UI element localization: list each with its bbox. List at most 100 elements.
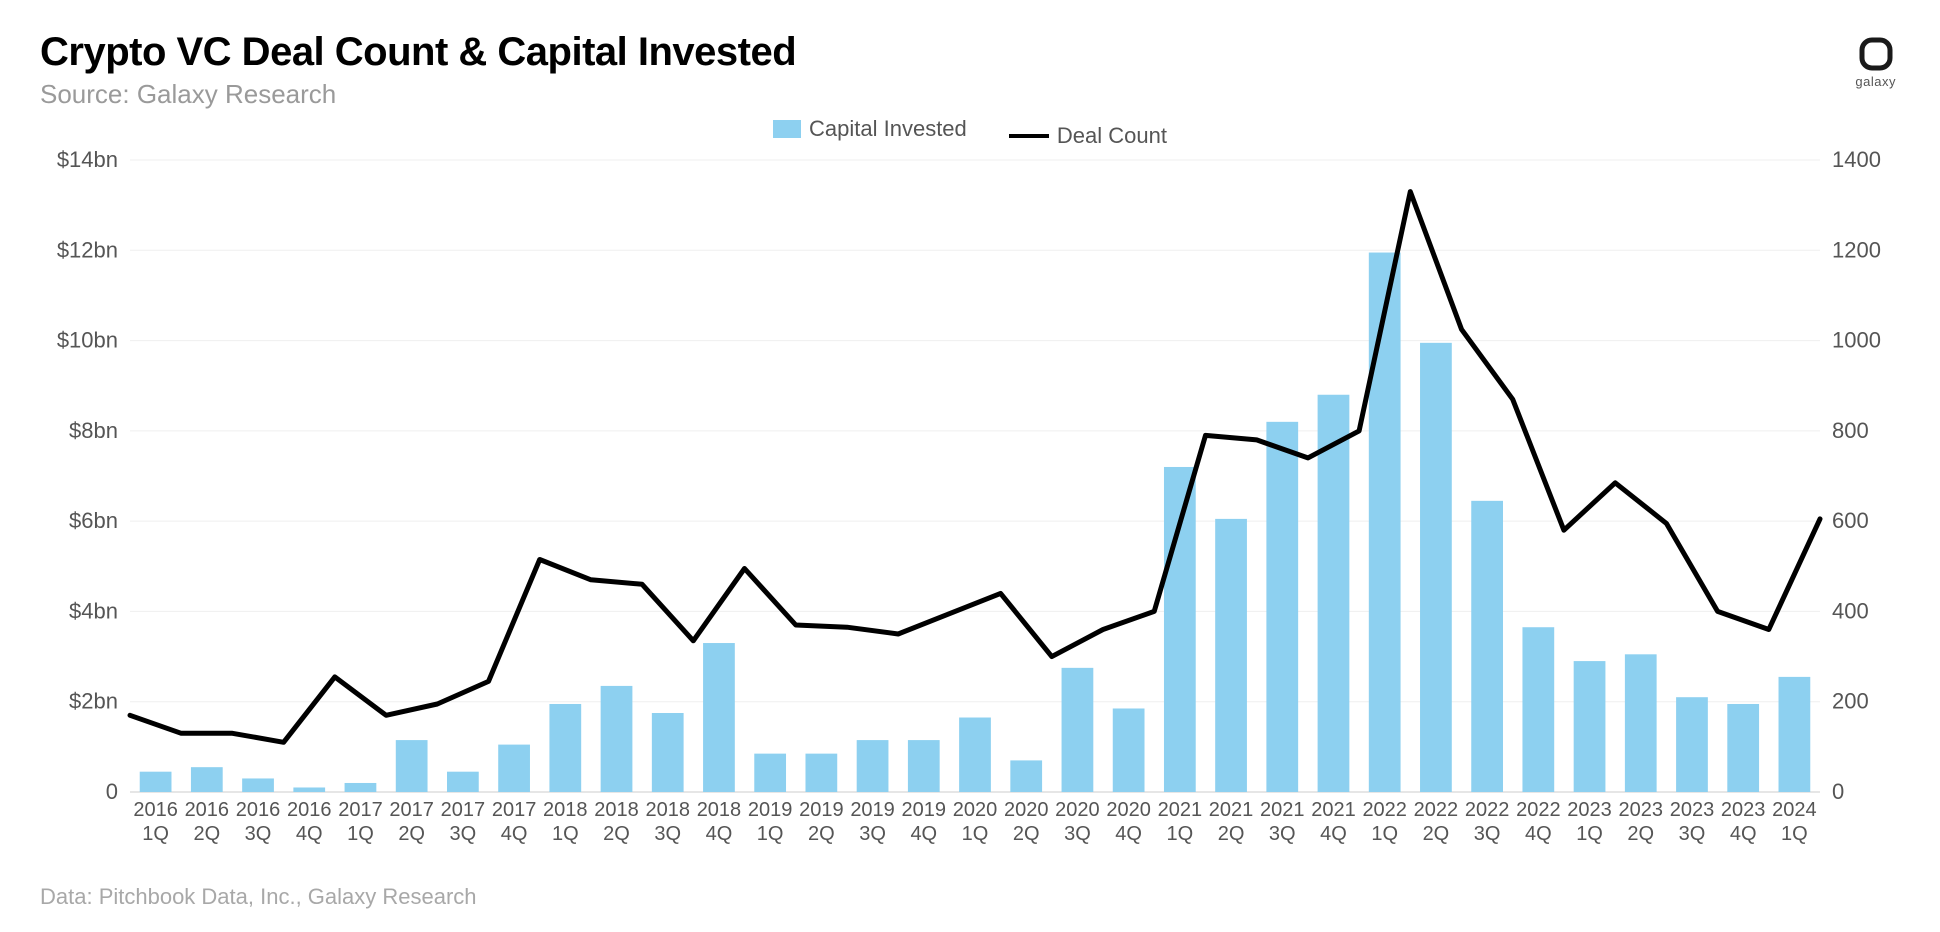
svg-text:2017: 2017	[441, 799, 486, 821]
svg-text:$2bn: $2bn	[69, 689, 118, 714]
svg-text:3Q: 3Q	[450, 823, 477, 845]
svg-text:2016: 2016	[236, 799, 281, 821]
bar	[1625, 654, 1657, 792]
bar	[549, 704, 581, 792]
legend: Capital Invested Deal Count	[0, 116, 1940, 149]
svg-text:1Q: 1Q	[347, 823, 374, 845]
brand-logo: galaxy	[1855, 36, 1896, 89]
svg-text:2Q: 2Q	[808, 823, 835, 845]
svg-text:4Q: 4Q	[1525, 823, 1552, 845]
svg-text:2018: 2018	[594, 799, 639, 821]
bar	[242, 778, 274, 792]
bar	[805, 754, 837, 792]
chart-title: Crypto VC Deal Count & Capital Invested	[40, 30, 1900, 75]
bar	[857, 740, 889, 792]
svg-text:2Q: 2Q	[1423, 823, 1450, 845]
svg-text:1400: 1400	[1832, 150, 1881, 172]
svg-text:2016: 2016	[287, 799, 332, 821]
svg-text:2021: 2021	[1209, 799, 1254, 821]
deal-count-line	[130, 192, 1820, 743]
svg-text:2Q: 2Q	[1013, 823, 1040, 845]
svg-text:2016: 2016	[185, 799, 230, 821]
svg-text:2021: 2021	[1311, 799, 1356, 821]
legend-label-deals: Deal Count	[1057, 123, 1167, 149]
bar	[1522, 627, 1554, 792]
chart-subtitle: Source: Galaxy Research	[40, 79, 1900, 110]
svg-text:1Q: 1Q	[142, 823, 169, 845]
svg-text:0: 0	[106, 779, 118, 804]
svg-text:400: 400	[1832, 598, 1869, 623]
bar	[1062, 668, 1094, 792]
bar	[601, 686, 633, 792]
chart-svg: 0$2bn$4bn$6bn$8bn$10bn$12bn$14bn02004006…	[40, 150, 1900, 862]
bar	[703, 643, 735, 792]
svg-text:2016: 2016	[133, 799, 178, 821]
galaxy-logo-icon	[1858, 36, 1894, 72]
svg-text:3Q: 3Q	[654, 823, 681, 845]
bar	[1318, 395, 1350, 792]
bar	[447, 772, 479, 792]
bar	[1574, 661, 1606, 792]
svg-text:2019: 2019	[902, 799, 947, 821]
svg-text:2017: 2017	[338, 799, 383, 821]
svg-text:$4bn: $4bn	[69, 598, 118, 623]
legend-swatch-bar	[773, 120, 801, 138]
bar	[293, 787, 325, 792]
footnote: Data: Pitchbook Data, Inc., Galaxy Resea…	[40, 884, 477, 910]
bar	[1010, 760, 1042, 792]
svg-text:1Q: 1Q	[757, 823, 784, 845]
svg-text:2Q: 2Q	[398, 823, 425, 845]
page: Crypto VC Deal Count & Capital Invested …	[0, 0, 1940, 932]
svg-text:1Q: 1Q	[552, 823, 579, 845]
bar	[754, 754, 786, 792]
svg-text:2018: 2018	[645, 799, 690, 821]
bar	[908, 740, 940, 792]
bar	[959, 718, 991, 792]
svg-text:2020: 2020	[953, 799, 998, 821]
bar	[1369, 253, 1401, 792]
svg-text:1200: 1200	[1832, 237, 1881, 262]
legend-swatch-line	[1009, 134, 1049, 138]
svg-text:1000: 1000	[1832, 328, 1881, 353]
svg-text:4Q: 4Q	[706, 823, 733, 845]
svg-text:3Q: 3Q	[859, 823, 886, 845]
svg-text:4Q: 4Q	[501, 823, 528, 845]
svg-text:2022: 2022	[1414, 799, 1459, 821]
svg-text:$6bn: $6bn	[69, 508, 118, 533]
svg-text:2022: 2022	[1465, 799, 1510, 821]
svg-text:2019: 2019	[748, 799, 793, 821]
svg-text:2Q: 2Q	[1627, 823, 1654, 845]
svg-text:1Q: 1Q	[962, 823, 989, 845]
svg-text:$14bn: $14bn	[57, 150, 118, 172]
svg-text:1Q: 1Q	[1576, 823, 1603, 845]
bar	[140, 772, 172, 792]
svg-text:3Q: 3Q	[245, 823, 272, 845]
svg-text:2021: 2021	[1260, 799, 1305, 821]
svg-text:800: 800	[1832, 418, 1869, 443]
svg-text:2Q: 2Q	[603, 823, 630, 845]
svg-text:2Q: 2Q	[193, 823, 220, 845]
bar	[1727, 704, 1759, 792]
bar	[396, 740, 428, 792]
svg-text:2023: 2023	[1721, 799, 1766, 821]
svg-text:$10bn: $10bn	[57, 328, 118, 353]
svg-text:2023: 2023	[1619, 799, 1664, 821]
svg-text:2020: 2020	[1004, 799, 1049, 821]
svg-text:1Q: 1Q	[1781, 823, 1808, 845]
svg-text:$12bn: $12bn	[57, 237, 118, 262]
svg-text:1Q: 1Q	[1371, 823, 1398, 845]
svg-text:4Q: 4Q	[910, 823, 937, 845]
svg-text:2024: 2024	[1772, 799, 1817, 821]
svg-text:600: 600	[1832, 508, 1869, 533]
svg-text:2021: 2021	[1158, 799, 1203, 821]
bar	[498, 745, 530, 792]
svg-text:2022: 2022	[1516, 799, 1561, 821]
svg-text:3Q: 3Q	[1269, 823, 1296, 845]
svg-text:2020: 2020	[1055, 799, 1100, 821]
svg-text:4Q: 4Q	[1320, 823, 1347, 845]
svg-text:2023: 2023	[1670, 799, 1715, 821]
bar	[1266, 422, 1298, 792]
svg-text:2022: 2022	[1362, 799, 1407, 821]
bar	[191, 767, 223, 792]
svg-text:2023: 2023	[1567, 799, 1612, 821]
